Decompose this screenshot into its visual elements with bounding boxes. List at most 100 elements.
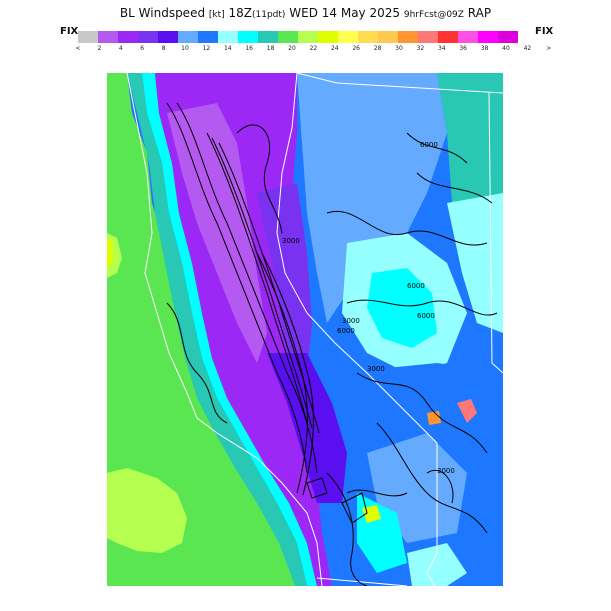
high-wind-spot-1 xyxy=(457,399,477,423)
legend-tick-label: 18 xyxy=(266,45,275,52)
contour-4 xyxy=(211,137,313,429)
fix-label-left: FIX xyxy=(60,26,79,37)
legend-swatch xyxy=(338,31,358,43)
contour-12 xyxy=(326,472,368,586)
terrain-contours xyxy=(166,102,498,586)
contour-3 xyxy=(206,132,308,424)
contour-11 xyxy=(376,422,488,534)
legend-tick-label: 30 xyxy=(395,45,403,52)
legend-swatch xyxy=(438,31,458,43)
nv-ut-border xyxy=(488,92,503,374)
legend-swatch xyxy=(478,31,498,43)
legend-tick-label: 40 xyxy=(502,45,510,52)
contour-label: 6000 xyxy=(417,312,435,320)
contour-14 xyxy=(236,124,283,234)
legend-tick-label: 16 xyxy=(245,45,254,52)
contour-13 xyxy=(166,302,228,424)
legend-swatch xyxy=(298,31,318,43)
legend-swatch xyxy=(318,31,338,43)
legend-tick-label: 4 xyxy=(118,45,123,52)
sierra-purple-region xyxy=(257,183,312,383)
map-svg: 6000 6000 3000 6000 3000 3000 3000 6000 xyxy=(107,73,503,586)
contour-label: 3000 xyxy=(437,467,455,475)
legend-swatch xyxy=(138,31,158,43)
contour-closed-1 xyxy=(341,492,368,524)
coastal-cyan-band xyxy=(142,73,317,586)
legend-swatch xyxy=(178,31,198,43)
legend-ticks: <2 4 6 8 10 12 14 16 18 20 22 24 26 28 30 32 34 36 38 40 42 > xyxy=(68,45,552,55)
contour-15 xyxy=(406,132,468,164)
legend-swatch xyxy=(378,31,398,43)
legend-tick-label: 32 xyxy=(416,45,425,52)
ca-az-border xyxy=(426,443,438,586)
legend-swatch xyxy=(498,31,518,43)
legend-swatch xyxy=(458,31,478,43)
contour-18 xyxy=(426,470,454,504)
ocean-yellow-spot xyxy=(107,238,113,268)
contour-label: 6000 xyxy=(407,282,425,290)
title-local: (11pdt) xyxy=(252,10,286,20)
fix-label-right: FIX xyxy=(535,26,554,37)
south-paleblue-region xyxy=(407,543,467,586)
high-wind-spot-2 xyxy=(427,411,441,425)
legend-tick-label: 20 xyxy=(288,45,296,52)
contour-10 xyxy=(356,372,488,454)
contour-label: 6000 xyxy=(337,327,355,335)
legend-swatch xyxy=(118,31,138,43)
contour-17 xyxy=(346,489,408,497)
contour-label: 3000 xyxy=(282,237,300,245)
legend-swatch xyxy=(78,31,98,43)
ocean-yellowgreen-region-south xyxy=(107,468,187,553)
title-units: [kt] xyxy=(208,10,225,20)
contour-closed-2 xyxy=(306,477,328,499)
legend-swatch xyxy=(218,31,238,43)
coastline xyxy=(126,73,323,586)
mexico-border xyxy=(316,577,408,586)
contour-label-group: 6000 6000 3000 6000 3000 3000 3000 6000 xyxy=(282,141,455,475)
contour-16 xyxy=(416,172,493,204)
legend-swatch xyxy=(358,31,378,43)
windspeed-map: 6000 6000 3000 6000 3000 3000 3000 6000 xyxy=(107,73,503,586)
legend-tick-label: 34 xyxy=(437,45,446,52)
legend-tick-label: 8 xyxy=(161,45,166,52)
high-wind-spot-3 xyxy=(362,505,381,523)
contour-9 xyxy=(346,299,498,316)
coastal-teal-band xyxy=(127,73,307,586)
title-model: RAP xyxy=(467,6,492,20)
legend-tick-label: 38 xyxy=(480,45,489,52)
legend-tick-label: > xyxy=(546,45,552,52)
legend-tick-label: 42 xyxy=(523,45,532,52)
legend-swatch xyxy=(158,31,178,43)
ca-nv-border xyxy=(276,73,438,444)
or-border xyxy=(296,73,503,94)
valley-lavender-region xyxy=(167,103,267,363)
legend-tick-label: 24 xyxy=(330,45,339,52)
contour-1 xyxy=(166,102,308,474)
legend-tick-label: 22 xyxy=(309,45,318,52)
contour-label: 6000 xyxy=(420,141,438,149)
northeast-teal-region xyxy=(437,73,503,223)
title-time: 18Z xyxy=(228,6,253,20)
legend-tick-label: < xyxy=(75,45,81,52)
contour-label: 3000 xyxy=(342,317,360,325)
legend-swatch xyxy=(98,31,118,43)
contour-label: 3000 xyxy=(367,365,385,373)
ocean-green-region xyxy=(107,73,302,586)
nevada-cyan-region xyxy=(367,268,437,348)
legend-tick-label: 26 xyxy=(352,45,361,52)
title-date: WED 14 May 2025 xyxy=(289,6,401,20)
legend-tick-label: 6 xyxy=(140,45,145,52)
legend-tick-label: 12 xyxy=(202,45,211,52)
legend-tick-label: 14 xyxy=(223,45,232,52)
legend-swatch xyxy=(198,31,218,43)
legend-tick-label: 10 xyxy=(181,45,189,52)
legend-swatch xyxy=(238,31,258,43)
legend-swatch xyxy=(418,31,438,43)
contour-8 xyxy=(326,210,488,246)
color-legend xyxy=(78,31,518,43)
legend-tick-label: 2 xyxy=(97,45,102,52)
map-title: BL Windspeed [kt] 18Z(11pdt) WED 14 May … xyxy=(0,6,611,20)
contour-7 xyxy=(262,254,314,496)
title-forecast: 9hrFcst@09Z xyxy=(403,10,464,20)
contour-6 xyxy=(256,252,308,494)
